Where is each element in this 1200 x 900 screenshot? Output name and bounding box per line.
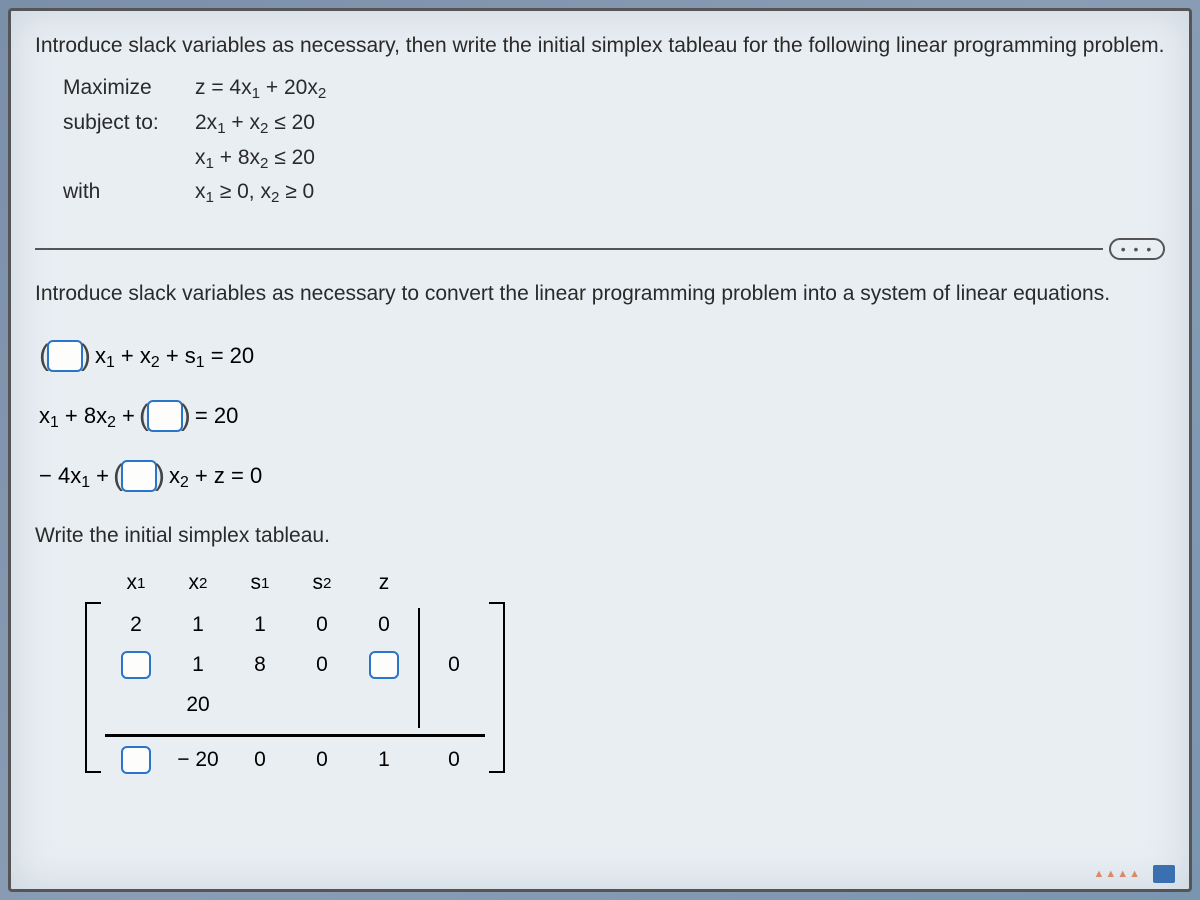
paren-right-icon: ) (155, 446, 165, 506)
tableau-cell (105, 743, 167, 777)
tableau-header: s1 (229, 568, 291, 602)
equation-3-pre: − 4x1 + (39, 454, 109, 499)
tableau-cell: 1 (229, 608, 291, 642)
section2-text: Introduce slack variables as necessary t… (35, 282, 1165, 306)
simplex-tableau: x1x2s1s2z21100180020− 200010 (85, 568, 1165, 777)
tableau-cell: 0 (291, 608, 353, 642)
lp-row: x1 + 8x2 ≤ 20 (63, 141, 1165, 176)
tableau-cell: − 20 (167, 743, 229, 777)
tableau-header: x1 (105, 568, 167, 602)
paren-right-icon: ) (181, 386, 191, 446)
tableau-cell: 1 (353, 743, 415, 777)
tableau-cell: 0 (291, 743, 353, 777)
footer-icons: ▲▲▲▲ (1093, 865, 1175, 883)
tableau-cell: 0 (353, 608, 415, 642)
augmented-separator (418, 608, 421, 728)
input-tableau-cell[interactable] (121, 746, 151, 774)
objective-separator (105, 734, 485, 737)
lp-row: subject to: 2x1 + x2 ≤ 20 (63, 106, 1165, 141)
ellipsis-badge[interactable]: • • • (1109, 238, 1165, 260)
tableau-rhs: 0 (423, 743, 485, 777)
equation-1-rest: x1 + x2 + s1 = 20 (95, 334, 254, 379)
equation-1: ( ) x1 + x2 + s1 = 20 (39, 326, 1165, 386)
lp-expression: 2x1 + x2 ≤ 20 (195, 106, 315, 141)
footer-mini-icon[interactable] (1153, 865, 1175, 883)
lp-block: Maximize z = 4x1 + 20x2 subject to: 2x1 + x… (63, 71, 1165, 211)
tableau-cell: 1 (167, 648, 229, 682)
lp-expression: z = 4x1 + 20x2 (195, 71, 326, 106)
tableau-cell: 0 (291, 648, 353, 682)
section3-text: Write the initial simplex tableau. (35, 524, 1165, 548)
lp-label (63, 141, 173, 176)
lp-row: Maximize z = 4x1 + 20x2 (63, 71, 1165, 106)
tableau-header-rhs (423, 568, 485, 602)
tableau-cell (353, 648, 415, 682)
tableau-header: x2 (167, 568, 229, 602)
input-eq1-coeff[interactable] (47, 340, 83, 372)
tableau-cell: 0 (423, 648, 485, 682)
lp-label: Maximize (63, 71, 173, 106)
divider-row: • • • (35, 238, 1165, 260)
paren-right-icon: ) (81, 326, 91, 386)
equation-3-post: x2 + z = 0 (169, 454, 262, 499)
tableau-cell: 0 (229, 743, 291, 777)
problem-statement: Introduce slack variables as necessary, … (35, 29, 1165, 210)
input-eq3-blank[interactable] (121, 460, 157, 492)
input-eq2-blank[interactable] (147, 400, 183, 432)
equations-block: ( ) x1 + x2 + s1 = 20 x1 + 8x2 + ( ) = 2… (39, 326, 1165, 506)
input-tableau-cell[interactable] (369, 651, 399, 679)
tableau-cell: 2 (105, 608, 167, 642)
bracket-right-icon (489, 602, 505, 773)
lp-label: subject to: (63, 106, 173, 141)
equation-3: − 4x1 + ( ) x2 + z = 0 (39, 446, 1165, 506)
tableau-cell: 1 (167, 608, 229, 642)
equation-2-post: = 20 (195, 394, 238, 438)
worksheet-sheet: Introduce slack variables as necessary, … (8, 8, 1192, 892)
equation-2-pre: x1 + 8x2 + (39, 394, 135, 439)
tableau-header: s2 (291, 568, 353, 602)
equation-2: x1 + 8x2 + ( ) = 20 (39, 386, 1165, 446)
instruction-text: Introduce slack variables as necessary, … (35, 29, 1165, 63)
lp-label: with (63, 175, 173, 210)
tableau-rhs: 20 (167, 688, 229, 722)
tableau-grid: x1x2s1s2z21100180020− 200010 (101, 568, 489, 777)
lp-row: with x1 ≥ 0, x2 ≥ 0 (63, 175, 1165, 210)
dots-icon: ▲▲▲▲ (1093, 868, 1141, 880)
bracket-left-icon (85, 602, 101, 773)
lp-expression: x1 ≥ 0, x2 ≥ 0 (195, 175, 314, 210)
divider-line (35, 248, 1103, 250)
lp-expression: x1 + 8x2 ≤ 20 (195, 141, 315, 176)
tableau-cell: 8 (229, 648, 291, 682)
tableau-rhs (105, 648, 167, 682)
tableau-header: z (353, 568, 415, 602)
input-tableau-rhs[interactable] (121, 651, 151, 679)
